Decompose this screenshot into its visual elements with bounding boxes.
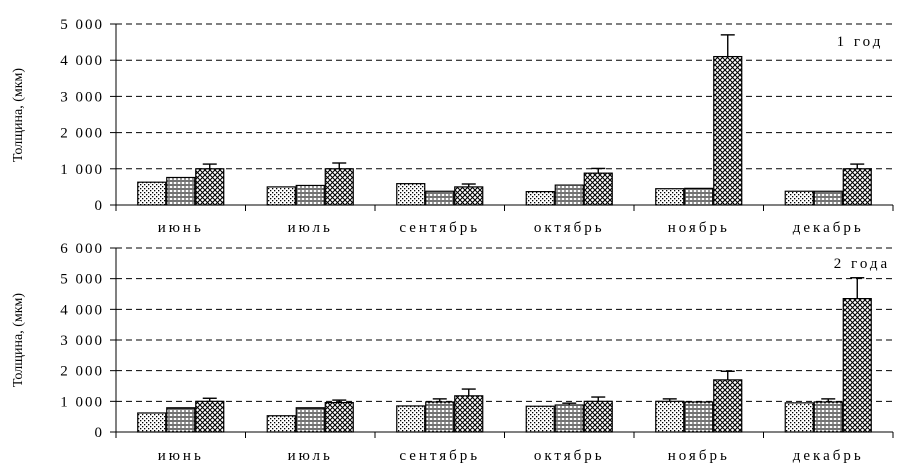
bar bbox=[784, 190, 814, 206]
bar bbox=[425, 401, 455, 433]
category-label: сентябрь bbox=[399, 220, 480, 236]
y-tick-label: 5 000 bbox=[60, 17, 104, 33]
panel-label: 2 года bbox=[834, 256, 890, 272]
bar bbox=[324, 168, 354, 206]
y-tick-label: 6 000 bbox=[60, 241, 104, 257]
bar bbox=[813, 401, 843, 433]
y-tick-label: 4 000 bbox=[60, 53, 104, 69]
bar bbox=[684, 401, 714, 433]
y-tick-label: 3 000 bbox=[60, 333, 104, 349]
bar bbox=[195, 400, 225, 433]
bar bbox=[324, 401, 354, 433]
category-label: декабрь bbox=[793, 220, 864, 236]
category-label: октябрь bbox=[534, 220, 605, 236]
y-tick-label: 5 000 bbox=[60, 272, 104, 288]
category-label: сентябрь bbox=[399, 448, 480, 464]
y-tick-label: 3 000 bbox=[60, 89, 104, 105]
bar bbox=[166, 176, 196, 206]
bar bbox=[554, 404, 584, 433]
category-label: июль bbox=[288, 448, 333, 464]
bar bbox=[684, 187, 714, 206]
y-tick-label: 2 000 bbox=[60, 364, 104, 380]
bar bbox=[454, 186, 484, 206]
bar bbox=[425, 190, 455, 206]
bar bbox=[295, 407, 325, 433]
chart-panel-1: 0 1 000 2 000 3 000 4 000 5 000 Толщина, (мкм)… bbox=[11, 17, 894, 236]
bar bbox=[295, 184, 325, 206]
y-tick-label: 1 000 bbox=[60, 394, 104, 410]
chart-panel-2: 0 1 000 2 000 3 000 4 000 5 000 6 000 Толщина, … bbox=[11, 241, 894, 464]
y-axis-label: Толщина, (мкм) bbox=[11, 293, 26, 387]
bar bbox=[166, 407, 196, 433]
bar bbox=[525, 191, 555, 206]
bar bbox=[266, 415, 296, 433]
category-label: июнь bbox=[158, 220, 204, 236]
bar bbox=[813, 190, 843, 206]
bar bbox=[137, 412, 167, 433]
category-label: июль bbox=[288, 220, 333, 236]
y-tick-label: 0 bbox=[95, 425, 105, 441]
bar bbox=[842, 298, 872, 433]
bar bbox=[396, 405, 426, 433]
bar bbox=[554, 184, 584, 206]
bar bbox=[583, 172, 613, 206]
bar bbox=[842, 168, 872, 206]
y-axis-label: Толщина, (мкм) bbox=[11, 68, 26, 162]
bar bbox=[655, 188, 685, 206]
category-label: ноябрь bbox=[668, 220, 730, 236]
y-tick-label: 4 000 bbox=[60, 302, 104, 318]
bar bbox=[583, 400, 613, 433]
category-label: июнь bbox=[158, 448, 204, 464]
bar bbox=[195, 168, 225, 206]
bar bbox=[525, 405, 555, 433]
bar bbox=[454, 395, 484, 433]
y-tick-label: 1 000 bbox=[60, 162, 104, 178]
bar bbox=[713, 55, 743, 206]
bar bbox=[784, 402, 814, 433]
bar bbox=[137, 181, 167, 206]
panel-label: 1 год bbox=[837, 34, 884, 50]
category-label: декабрь bbox=[793, 448, 864, 464]
bar bbox=[713, 379, 743, 433]
bar bbox=[266, 186, 296, 206]
y-tick-label: 0 bbox=[95, 198, 105, 214]
bar bbox=[396, 183, 426, 206]
y-tick-label: 2 000 bbox=[60, 126, 104, 142]
category-label: октябрь bbox=[534, 448, 605, 464]
bar bbox=[655, 400, 685, 433]
category-label: ноябрь bbox=[668, 448, 730, 464]
